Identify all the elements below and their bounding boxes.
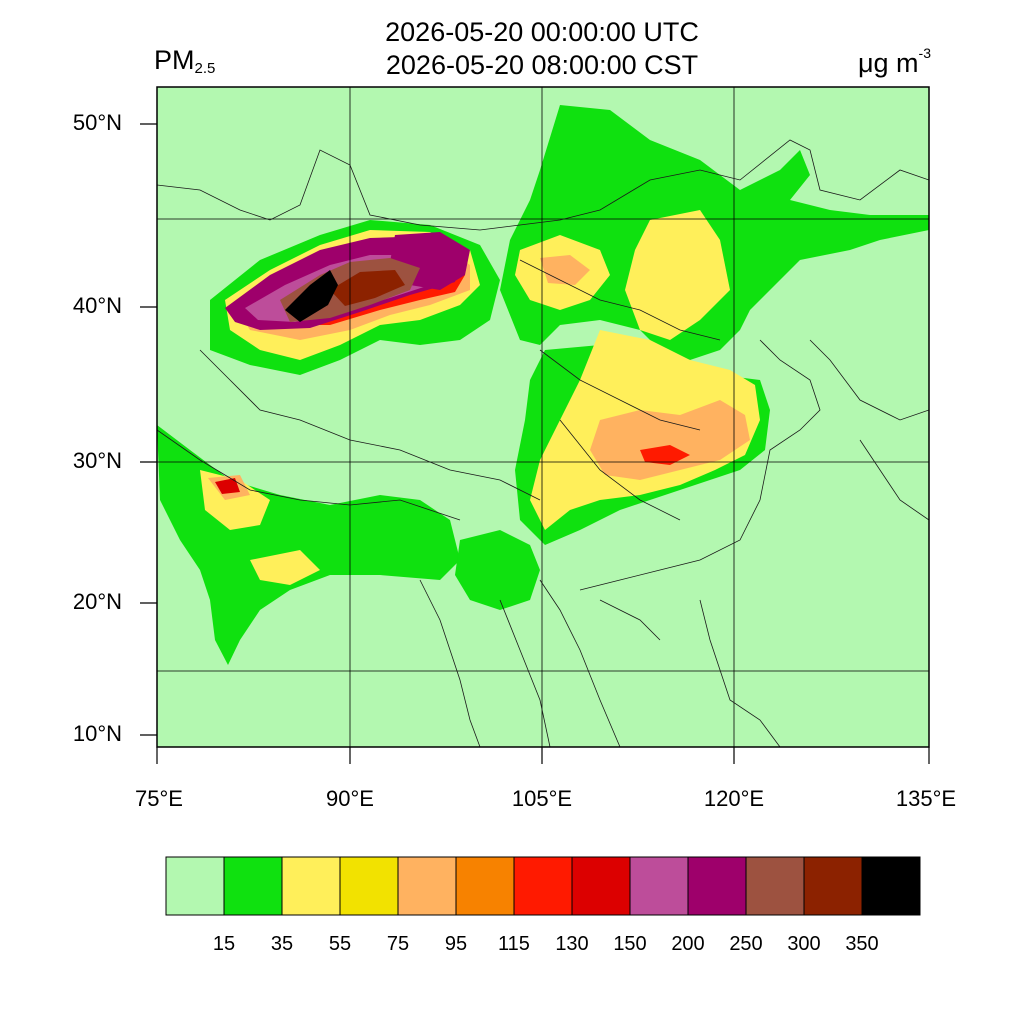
contour-orange-north <box>540 255 590 285</box>
contour-green-southwest <box>455 530 540 610</box>
lon-tick-90E: 90°E <box>326 786 374 811</box>
lat-tick-20N: 20°N <box>72 589 122 614</box>
colorbar-label: 75 <box>386 933 410 955</box>
variable-label: PM2.5 <box>154 45 215 77</box>
colorbar-label: 250 <box>729 933 763 955</box>
colorbar-label: 130 <box>555 933 589 955</box>
lat-tick-50N: 50°N <box>72 110 122 135</box>
lat-tick-10N: 10°N <box>72 721 122 746</box>
map-title-utc: 2026-05-20 00:00:00 UTC <box>385 17 699 47</box>
unit-label: μg m-3 <box>858 45 931 79</box>
colorbar-label: 95 <box>444 933 468 955</box>
colorbar-label: 150 <box>613 933 647 955</box>
unit-superscript: -3 <box>918 45 931 61</box>
boundaries <box>157 139 929 747</box>
lon-tick-135E: 135°E <box>895 786 957 811</box>
colorbar-label: 55 <box>328 933 352 955</box>
variable-name: PM <box>154 45 195 75</box>
graticule <box>157 87 929 747</box>
contour-red-central <box>640 445 690 465</box>
lon-tick-105E: 105°E <box>511 786 573 811</box>
contour-black-west <box>285 270 338 322</box>
contour-red-india <box>215 478 240 494</box>
colorbar-label: 15 <box>212 933 236 955</box>
colorbar-label: 115 <box>498 933 530 955</box>
lon-tick-75E: 75°E <box>135 786 183 811</box>
contour-orange-central <box>590 400 750 480</box>
colorbar-label: 35 <box>270 933 294 955</box>
lat-tick-30N: 30°N <box>72 448 122 473</box>
lon-tick-120E: 120°E <box>703 786 765 811</box>
pollution-field <box>157 87 929 747</box>
colorbar-label: 350 <box>845 933 879 955</box>
unit-name: μg m <box>857 48 919 78</box>
map-frame <box>156 86 930 748</box>
colorbar-label: 200 <box>671 933 705 955</box>
lat-tick-40N: 40°N <box>72 293 122 318</box>
contour-yellow-northeast <box>625 210 730 340</box>
variable-subscript: 2.5 <box>194 60 216 77</box>
map-title-cst: 2026-05-20 08:00:00 CST <box>385 50 699 80</box>
contour-darkbrown-west <box>330 270 405 306</box>
axis-ticks <box>140 123 930 764</box>
colorbar-label: 300 <box>787 933 821 955</box>
contour-yellow-india-south <box>250 550 320 585</box>
